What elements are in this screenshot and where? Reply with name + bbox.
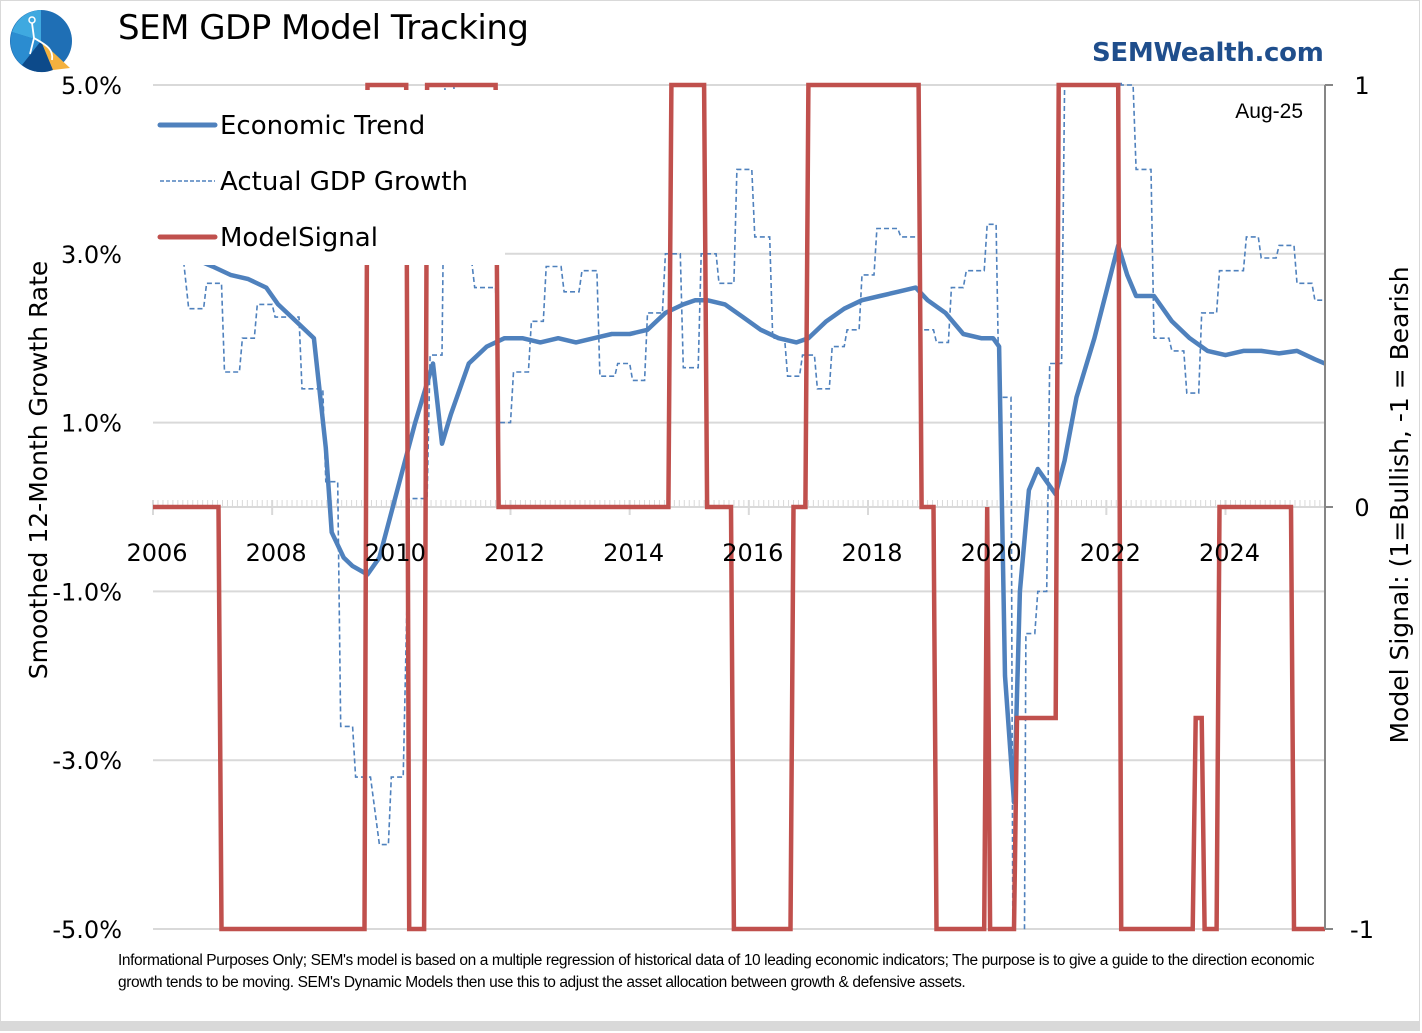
- tick-labels: 5.0% 3.0% 1.0% -1.0% -3.0% -5.0% 1 0 -1 2006 2008 2…: [52, 72, 1374, 944]
- x-tick-label: 2010: [365, 539, 426, 567]
- legend-label-actual-gdp-growth: Actual GDP Growth: [220, 167, 468, 197]
- y-tick-label: 5.0%: [61, 72, 122, 100]
- y-axis-title: Smoothed 12-Month Growth Rate: [24, 261, 53, 680]
- legend-label-economic-trend: Economic Trend: [220, 111, 425, 141]
- y2-tick-label: 1: [1354, 72, 1369, 100]
- legend-label-model-signal: ModelSignal: [220, 223, 378, 253]
- brand-link[interactable]: SEMWealth.com: [1092, 38, 1324, 68]
- legend-item-actual-gdp-growth[interactable]: Actual GDP Growth: [160, 167, 468, 197]
- y2-axis-title: Model Signal: (1=Bullish, -1 = Bearish: [1385, 266, 1414, 743]
- x-tick-label: 2018: [841, 539, 902, 567]
- x-tick-label: 2012: [484, 539, 545, 567]
- x-tick-label: 2020: [961, 539, 1022, 567]
- legend-item-model-signal[interactable]: ModelSignal: [157, 223, 378, 253]
- line-economic-trend: [181, 243, 1325, 805]
- x-tick-label: 2024: [1199, 539, 1260, 567]
- x-tick-label: 2016: [722, 539, 783, 567]
- y-tick-label: -1.0%: [52, 578, 122, 606]
- series-actual-gdp-growth: [182, 82, 1325, 932]
- line-actual-gdp-growth: [182, 82, 1325, 932]
- x-tick-label: 2006: [126, 539, 187, 567]
- legend-item-economic-trend[interactable]: Economic Trend: [157, 111, 425, 141]
- y-tick-label: 3.0%: [61, 241, 122, 269]
- x-tick-label: 2008: [246, 539, 307, 567]
- x-tick-label: 2022: [1080, 539, 1141, 567]
- y-tick-label: 1.0%: [61, 410, 122, 438]
- chart-title: SEM GDP Model Tracking: [118, 8, 529, 48]
- disclaimer-text: Informational Purposes Only; SEM's model…: [118, 952, 1315, 991]
- x-tick-label: 2014: [603, 539, 664, 567]
- as-of-date-label: Aug-25: [1235, 100, 1303, 123]
- y2-tick-label: 0: [1354, 494, 1369, 522]
- y-tick-label: -5.0%: [52, 916, 122, 944]
- series-economic-trend: [181, 243, 1325, 805]
- right-axis: [1324, 84, 1333, 930]
- compass-pie-logo-icon: [10, 10, 72, 73]
- y-tick-label: -3.0%: [52, 747, 122, 775]
- legend: Economic Trend Actual GDP Growth ModelSi…: [157, 111, 468, 253]
- y2-tick-label: -1: [1350, 916, 1374, 944]
